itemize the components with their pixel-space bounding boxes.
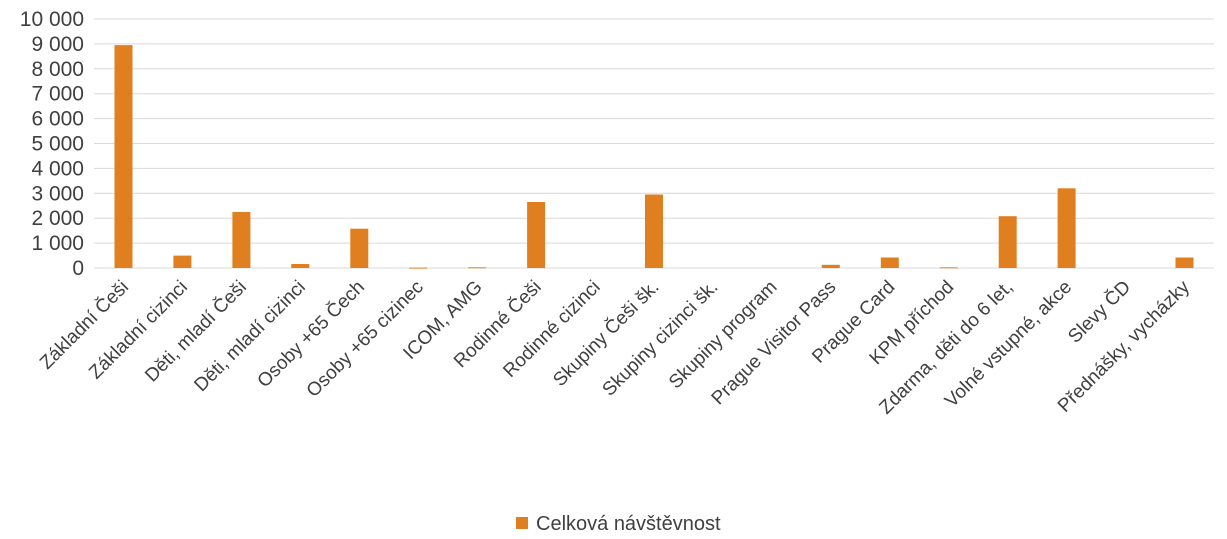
bar (821, 264, 840, 268)
x-tick-label: Děti, mladí Češi (141, 276, 251, 386)
legend-swatch (516, 517, 528, 529)
y-tick-label: 7 000 (31, 83, 84, 106)
bar (527, 202, 546, 268)
bar (939, 267, 958, 269)
bar (232, 212, 251, 268)
y-tick-label: 4 000 (31, 157, 84, 180)
y-tick-label: 2 000 (31, 207, 84, 230)
y-tick-label: 9 000 (31, 33, 84, 56)
y-tick-label: 6 000 (31, 108, 84, 131)
bar (468, 267, 487, 269)
bar (350, 228, 369, 268)
bar (880, 257, 899, 268)
bar (645, 194, 663, 268)
y-tick-label: 3 000 (31, 182, 84, 205)
legend-label: Celková návštěvnost (536, 513, 721, 535)
gridlines (94, 18, 1214, 269)
y-tick-label: 10 000 (20, 8, 84, 31)
bar (409, 267, 428, 269)
bar (114, 45, 133, 268)
bar (291, 264, 310, 268)
bar (1057, 188, 1076, 268)
x-tick-label: Skupiny Češi šk. (549, 276, 664, 391)
bar (998, 216, 1017, 268)
bars (114, 45, 1194, 269)
x-tick-label: Osoby +65 Čech (253, 276, 369, 392)
legend: Celková návštěvnost (516, 513, 721, 535)
y-tick-label: 1 000 (31, 232, 84, 255)
x-tick-label: Děti, mladí cizinci (190, 277, 309, 396)
y-tick-label: 5 000 (31, 133, 84, 156)
y-tick-label: 0 (72, 257, 84, 280)
bar (173, 255, 192, 268)
bar (1175, 257, 1194, 268)
y-tick-label: 8 000 (31, 58, 84, 81)
x-tick-label: Skupiny program (665, 277, 781, 393)
